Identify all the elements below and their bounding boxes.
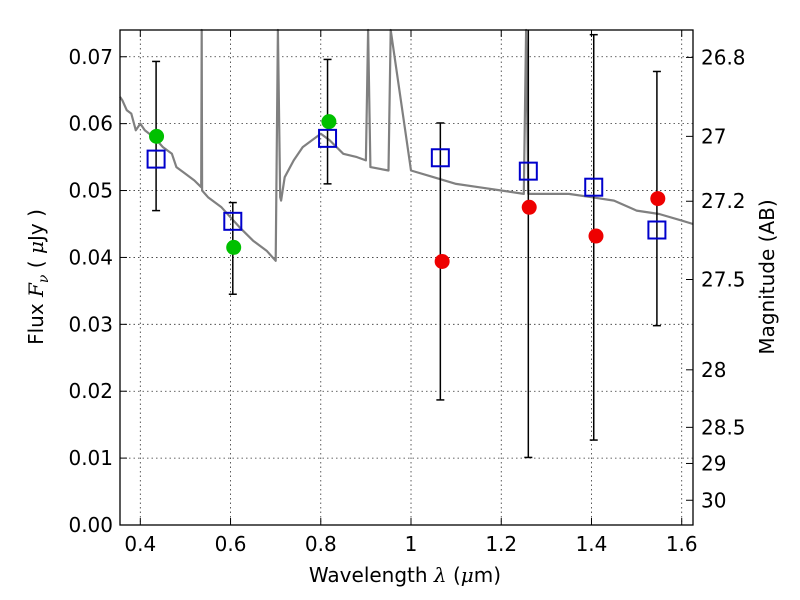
green-data-point	[149, 128, 165, 144]
y-tick-label: 0.07	[68, 45, 113, 69]
tick-marks	[120, 30, 693, 526]
y2-tick-label: 27	[701, 124, 726, 148]
y-tick-label: 0.06	[68, 112, 113, 136]
green-data-point	[321, 114, 337, 130]
model-square-point	[518, 161, 538, 181]
data-points-group	[146, 114, 667, 269]
x-tick-label: 0.6	[215, 532, 247, 556]
red-data-point	[434, 253, 450, 269]
red-data-point	[588, 228, 604, 244]
y-axis-title: Flux Fν ( μJy )	[24, 209, 52, 345]
model-square-point	[430, 148, 450, 168]
model-square-point	[146, 149, 166, 169]
y-tick-label: 0.00	[68, 513, 113, 537]
red-data-point	[521, 199, 537, 215]
spectrum-line	[119, 28, 694, 262]
red-data-point	[650, 191, 666, 207]
x-tick-label: 1	[405, 532, 418, 556]
y-tick-label: 0.04	[68, 245, 113, 269]
x-tick-label: 0.8	[305, 532, 337, 556]
plot-frame	[119, 29, 694, 526]
y2-tick-label: 28.5	[701, 415, 746, 439]
y2-tick-label: 26.8	[701, 45, 746, 69]
y2-tick-label: 28	[701, 358, 726, 382]
y2-tick-label: 30	[701, 488, 726, 512]
y2-tick-label: 27.2	[701, 189, 746, 213]
grid-lines	[120, 30, 693, 526]
model-square-point	[647, 220, 667, 240]
x-tick-label: 1.6	[666, 532, 698, 556]
spectrum-line-group	[119, 28, 694, 262]
x-tick-label: 1.2	[485, 532, 517, 556]
x-axis-title: Wavelength λ (μm)	[309, 563, 501, 587]
model-square-point	[318, 128, 338, 148]
y-tick-label: 0.05	[68, 179, 113, 203]
x-tick-label: 0.4	[124, 532, 156, 556]
green-data-point	[226, 239, 242, 255]
model-square-point	[584, 177, 604, 197]
y-tick-label: 0.03	[68, 312, 113, 336]
y2-axis-title: Magnitude (AB)	[755, 199, 779, 354]
y2-tick-label: 29	[701, 451, 726, 475]
y2-tick-label: 27.5	[701, 268, 746, 292]
model-square-point	[223, 211, 243, 231]
x-tick-label: 1.4	[576, 532, 608, 556]
y-tick-label: 0.01	[68, 446, 113, 470]
tick-labels: 0.4 0.6 0.8 1 1.2 1.4 1.6 0.00 0.01 0.02 0.03 0.04 0…	[68, 45, 745, 556]
y-tick-label: 0.02	[68, 379, 113, 403]
